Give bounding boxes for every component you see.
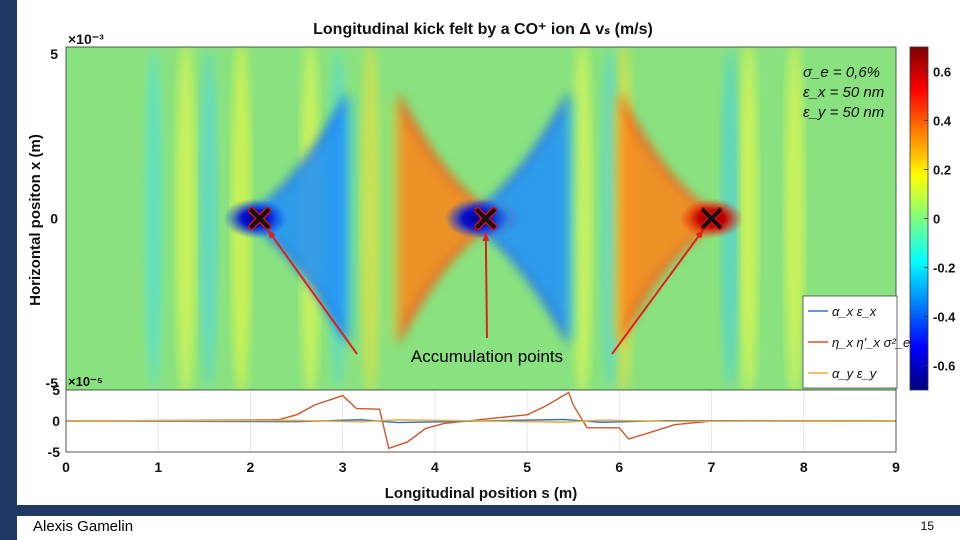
heatmap-field (144, 47, 805, 390)
x-tick-label: 0 (62, 459, 70, 475)
x-tick-label: 2 (247, 459, 255, 475)
heatmap-band (784, 47, 805, 390)
negative-core (444, 198, 509, 239)
footer-author: Alexis Gamelin (33, 518, 134, 535)
series-legend-label: α_x ε_x (832, 304, 877, 319)
heatmap-band (360, 47, 381, 390)
lineplot-y-ticks: 5 0 -5 (48, 382, 61, 460)
heatmap-band (738, 47, 759, 390)
slide-frame-left (0, 0, 17, 540)
params-legend-item: ε_x = 50 nm (803, 84, 884, 101)
x-tick-label: 5 (523, 459, 531, 475)
heatmap-band (144, 48, 163, 389)
colorbar-tick-label: 0.4 (933, 114, 952, 129)
y-tick-label: 5 (50, 46, 58, 62)
accumulation-marker-core (475, 208, 496, 229)
series-line (65, 391, 896, 450)
lineplot-frame (65, 389, 897, 453)
params-legend: σ_e = 0,6% ε_x = 50 nm ε_y = 50 nm (803, 64, 884, 121)
x-tick-label: 8 (800, 459, 808, 475)
lineplot-y-exponent: ×10⁻⁵ (68, 374, 103, 389)
heatmap-band (572, 47, 593, 390)
annotation-arrowhead (267, 229, 276, 239)
accumulation-marker-core (249, 208, 270, 229)
colorbar-ticks: 0.6 0.4 0.2 0 -0.2 -0.4 -0.6 (924, 65, 956, 374)
annotation-arrowhead (695, 229, 704, 239)
colorbar-tick-label: -0.6 (933, 359, 955, 374)
colorbar-tick-label: 0.2 (933, 163, 951, 178)
colorbar-tick-label: 0 (933, 212, 940, 227)
x-tick-label: 9 (892, 459, 900, 475)
colorbar-tick-label: -0.2 (933, 261, 955, 276)
figure: Longitudinal kick felt by a CO⁺ ion Δ vₛ… (27, 21, 956, 502)
params-legend-item: σ_e = 0,6% (803, 64, 880, 81)
lobe-halo (611, 91, 722, 346)
accumulation-marker-core (701, 208, 722, 229)
heatmap-y-ticks: 5 0 -5 (46, 46, 59, 391)
lineplot-x-ticks: 0 1 2 3 4 5 6 7 8 9 (62, 459, 900, 475)
lobe-halo (245, 91, 356, 346)
lineplot-y-tick-label: 5 (52, 382, 60, 398)
series-legend-label: α_y ε_y (832, 366, 878, 381)
y-axis-label: Horizontal positon x (m) (27, 134, 44, 306)
x-tick-label: 3 (339, 459, 347, 475)
x-tick-label: 6 (615, 459, 623, 475)
lineplot-y-tick-label: 0 (52, 413, 60, 429)
annotation-arrowhead (482, 232, 490, 241)
page-number: 15 (920, 519, 934, 533)
annotation-arrow (484, 232, 488, 339)
colorbar-tick-label: -0.4 (933, 310, 956, 325)
series-legend-label: η_x η'_x σ²_e (832, 335, 910, 350)
annotation-arrow (611, 229, 705, 355)
series-line (65, 419, 897, 423)
lineplot-y-tick-label: -5 (48, 444, 61, 460)
x-axis-label: Longitudinal position s (m) (385, 485, 577, 502)
heatmap-band (175, 47, 196, 390)
heatmap-band (199, 48, 218, 389)
lineplot-series (65, 391, 897, 450)
colorbar-tick-label: 0.6 (933, 65, 951, 80)
accumulation-markers (248, 207, 724, 355)
y-tick-label: 0 (50, 211, 58, 227)
lobe-halo (466, 91, 577, 346)
y-axis-exponent: ×10⁻³ (68, 31, 104, 47)
x-tick-label: 1 (154, 459, 162, 475)
x-tick-label: 7 (708, 459, 716, 475)
slide-frame-bottom (0, 505, 960, 516)
series-legend: α_x ε_x η_x η'_x σ²_e α_y ε_y (802, 295, 910, 389)
params-legend-item: ε_y = 50 nm (803, 104, 884, 121)
x-tick-label: 4 (431, 459, 439, 475)
chart-title: Longitudinal kick felt by a CO⁺ ion Δ vₛ… (313, 21, 653, 38)
annotation-arrow (267, 229, 358, 355)
y-tick-label: -5 (46, 375, 59, 391)
annotation-accumulation: Accumulation points (411, 347, 563, 366)
